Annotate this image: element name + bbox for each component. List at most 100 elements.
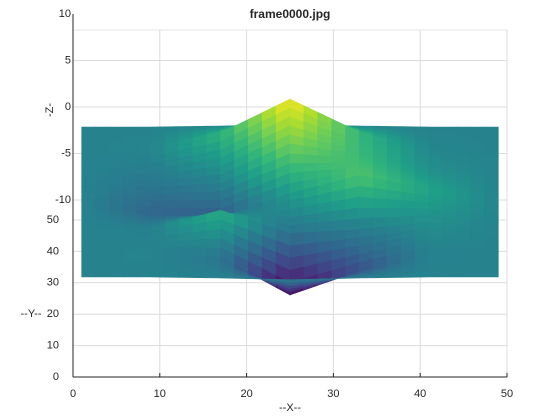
surface-patch — [289, 223, 305, 234]
surface-patch — [178, 192, 194, 201]
surface-patch — [456, 136, 471, 143]
x-tick-label: 0 — [70, 388, 76, 400]
surface-patch — [123, 266, 138, 273]
surface-patch — [206, 268, 221, 275]
surface-patch — [136, 141, 152, 147]
surface-patch — [95, 256, 110, 263]
surface-patch — [484, 146, 499, 153]
surface-patch — [95, 131, 110, 138]
surface-patch — [317, 230, 332, 243]
surface-patch — [331, 209, 346, 222]
surface-patch — [136, 227, 152, 234]
surface-patch — [123, 237, 138, 243]
surface-patch — [192, 183, 207, 194]
surface-patch — [81, 251, 96, 258]
surface-patch — [123, 141, 138, 147]
surface-patch — [442, 271, 457, 278]
surface-patch — [95, 236, 110, 243]
surface-patch — [136, 251, 152, 258]
surface-patch — [136, 224, 152, 229]
surface-patch — [331, 156, 346, 164]
surface-patch — [442, 136, 457, 142]
surface-patch — [178, 232, 194, 242]
surface-patch — [123, 162, 138, 170]
surface-patch — [164, 271, 180, 278]
surface-patch — [428, 131, 444, 137]
surface-patch — [150, 186, 166, 195]
surface-patch — [484, 256, 499, 263]
surface-patch — [317, 211, 332, 224]
surface-patch — [428, 136, 444, 142]
surface-patch — [400, 208, 416, 218]
surface-patch — [345, 218, 360, 231]
surface-patch — [484, 261, 499, 268]
surface-patch — [164, 207, 180, 216]
surface-patch — [109, 251, 124, 258]
surface-patch — [414, 208, 430, 217]
y-tick-label: 20 — [47, 308, 59, 320]
surface-patch — [178, 272, 194, 278]
surface-patch — [123, 151, 138, 158]
surface-patch — [428, 271, 444, 278]
surface-patch — [373, 197, 388, 209]
surface-patch — [150, 179, 166, 189]
surface-patch — [95, 136, 110, 143]
surface-patch — [150, 241, 166, 248]
surface-patch — [123, 251, 138, 258]
surface-patch — [192, 175, 207, 186]
surface-patch — [192, 272, 207, 279]
surface-patch — [178, 239, 194, 248]
x-tick-label: 10 — [154, 388, 166, 400]
surface-patch — [317, 221, 332, 233]
surface-patch — [123, 126, 138, 133]
surface-patch — [456, 146, 471, 152]
surface-patch — [414, 201, 430, 210]
surface-patch — [289, 153, 305, 164]
surface-patch — [150, 200, 166, 208]
surface-patch — [303, 231, 319, 245]
surface-patch — [95, 226, 110, 233]
surface-patch — [484, 236, 499, 243]
surface-patch — [136, 168, 152, 176]
surface-patch — [428, 215, 444, 224]
surface-patch — [178, 267, 194, 274]
surface-patch — [136, 256, 152, 263]
surface-patch — [442, 246, 457, 253]
surface-patch — [414, 271, 430, 278]
surface-patch — [470, 224, 485, 232]
surface-patch — [303, 213, 319, 225]
surface-patch — [81, 231, 96, 238]
surface-patch — [470, 235, 485, 243]
surface-patch — [123, 146, 138, 152]
y-tick-label: 10 — [47, 340, 59, 352]
z-tick-label: 5 — [65, 54, 71, 66]
surface-patch — [109, 156, 124, 164]
y-tick-label: 30 — [47, 277, 59, 289]
surface-patch — [136, 266, 152, 273]
surface-patch — [192, 247, 207, 257]
surface-patch — [428, 246, 444, 253]
surface-patch — [109, 131, 124, 138]
surface-patch — [484, 230, 499, 238]
surface-patch — [109, 232, 124, 238]
surface-patch — [192, 199, 207, 209]
surface-patch — [178, 200, 194, 209]
surface-patch — [386, 273, 402, 278]
surface-patch — [192, 268, 207, 274]
surface-patch — [136, 241, 152, 248]
y-tick-label: 50 — [47, 214, 59, 226]
surface-patch — [164, 200, 180, 209]
surface-patch — [123, 227, 138, 233]
surface-patch — [95, 261, 110, 268]
surface-patch — [81, 161, 96, 168]
surface-patch — [109, 266, 124, 273]
surface-patch — [456, 240, 471, 248]
y-tick-label: 0 — [53, 371, 59, 383]
surface-patch — [275, 209, 291, 218]
surface-patch — [81, 256, 96, 263]
surface-patch — [442, 234, 457, 242]
x-tick-label: 50 — [501, 388, 513, 400]
surface-patch — [470, 241, 485, 248]
surface-patch — [456, 126, 471, 133]
surface-patch — [164, 192, 180, 202]
